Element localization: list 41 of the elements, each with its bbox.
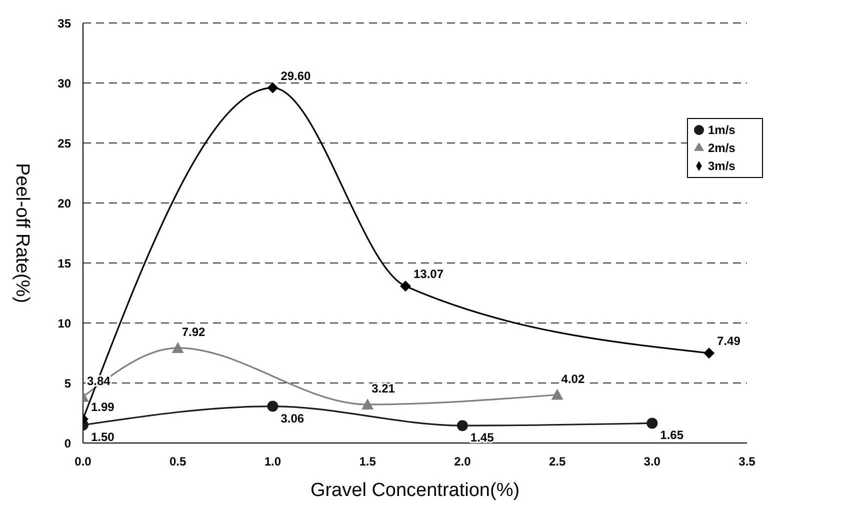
point xyxy=(400,280,412,292)
point xyxy=(362,398,374,410)
x-tick-label: 2.0 xyxy=(454,454,472,469)
x-tick-label: 0.0 xyxy=(74,454,92,469)
x-tick-label: 2.5 xyxy=(548,454,566,469)
y-tick-label: 10 xyxy=(58,316,72,330)
x-tick-label: 3.0 xyxy=(644,454,661,469)
legend-label: 2m/s xyxy=(708,141,736,155)
y-tick-label: 5 xyxy=(64,376,72,390)
data-label: 1.99 xyxy=(91,400,115,414)
y-tick-label: 0 xyxy=(64,436,72,450)
data-label: 13.07 xyxy=(414,267,444,282)
data-label: 1.65 xyxy=(660,428,684,442)
data-label: 1.45 xyxy=(470,430,494,445)
x-tick-label: 1.0 xyxy=(264,454,282,469)
x-tick-label: 1.5 xyxy=(359,454,376,469)
x-tick-label: 0.5 xyxy=(170,454,187,469)
y-tick-label: 30 xyxy=(58,76,72,90)
legend-label: 3m/s xyxy=(708,159,736,173)
data-label: 3.21 xyxy=(372,381,396,396)
data-label: 1.50 xyxy=(91,430,115,444)
y-axis-title: Peel-off Rate(%) xyxy=(11,162,32,304)
point xyxy=(267,82,278,94)
data-label: 4.02 xyxy=(561,372,585,386)
point xyxy=(172,342,184,353)
data-label: 3.06 xyxy=(280,411,304,426)
data-label: 7.92 xyxy=(182,324,206,339)
y-tick-label: 20 xyxy=(58,196,72,210)
legend-label: 1m/s xyxy=(708,123,736,137)
y-tick-label: 35 xyxy=(58,16,72,30)
data-label: 29.60 xyxy=(280,68,312,83)
point xyxy=(704,348,715,359)
point xyxy=(551,388,564,400)
x-tick-label: 3.5 xyxy=(738,454,756,469)
x-axis-title: Gravel Concentration(%) xyxy=(310,480,520,501)
point xyxy=(456,420,468,432)
point xyxy=(646,418,658,429)
y-tick-label: 25 xyxy=(58,136,72,150)
point xyxy=(267,400,278,412)
y-tick-label: 15 xyxy=(58,256,72,270)
data-label: 7.49 xyxy=(717,334,741,348)
